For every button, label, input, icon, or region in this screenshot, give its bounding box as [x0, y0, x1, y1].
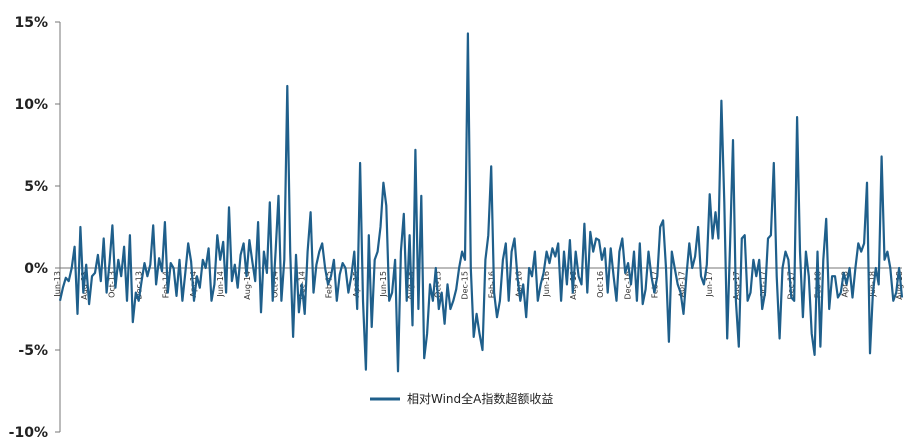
- x-tick-label: Feb-16: [488, 271, 497, 298]
- y-tick-label: 10%: [14, 97, 48, 113]
- x-tick-label: Jun-17: [705, 271, 714, 298]
- y-tick-label: 15%: [14, 15, 48, 31]
- legend-label: 相对Wind全A指数超额收益: [407, 391, 553, 406]
- x-tick-label: Jun-14: [216, 271, 225, 298]
- x-tick-label: Oct-16: [596, 271, 605, 298]
- x-tick-label: Feb-14: [162, 271, 171, 298]
- legend: 相对Wind全A指数超额收益: [370, 391, 553, 406]
- x-tick-label: Aug-14: [243, 271, 252, 300]
- y-tick-labels: 15% 10% 5% 0% -5% -10%: [9, 15, 60, 441]
- x-tick-label: Dec-15: [460, 271, 469, 300]
- y-tick-label: -5%: [18, 343, 48, 359]
- x-tick-label: Oct-14: [270, 271, 279, 298]
- y-tick-label: 5%: [24, 179, 48, 195]
- series-group: [58, 32, 904, 373]
- x-tick-label: Jun-16: [542, 271, 551, 298]
- series-line-excess-return: [58, 32, 904, 373]
- x-tick-label: Oct-13: [107, 271, 116, 298]
- x-tick-label: Dec-16: [623, 271, 632, 300]
- x-tick-label: Jun-13: [53, 271, 62, 298]
- x-tick-label: Oct-17: [759, 271, 768, 298]
- x-tick-label: Jun-15: [379, 271, 388, 298]
- y-tick-label: -10%: [9, 425, 48, 441]
- x-tick-label: Feb-15: [325, 271, 334, 298]
- x-tick-label: Apr-17: [678, 271, 687, 297]
- x-tick-label: Jun-18: [868, 271, 877, 298]
- x-tick-label: Aug-18: [895, 271, 904, 300]
- y-tick-label: 0%: [24, 261, 48, 277]
- x-tick-label: Dec-13: [134, 271, 143, 300]
- x-tick-label: Apr-18: [841, 271, 850, 297]
